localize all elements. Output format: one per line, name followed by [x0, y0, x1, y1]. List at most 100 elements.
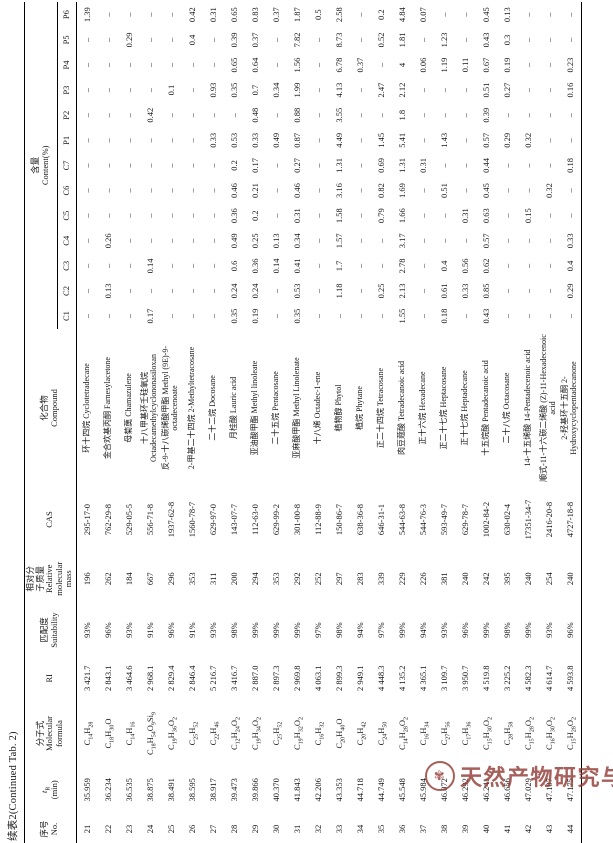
- cell-suitability: 93%: [123, 622, 134, 638]
- cell-content-value: –: [144, 138, 155, 143]
- cell-cas: 629-99-2: [270, 503, 281, 536]
- cell-compound: 月桂酸 Lauric acid: [224, 329, 245, 488]
- cell-content-value: –: [417, 288, 428, 294]
- cell-content-value: –: [123, 313, 134, 319]
- table-row: 33 43.353 C20H40O 2 899.3 98% 297 150-86…: [329, 2, 350, 843]
- cell-compound: 植物醇 Phytol: [329, 329, 350, 488]
- cell-mass: 667: [144, 572, 155, 586]
- cell-content-value: 0.25: [249, 233, 260, 249]
- cell-compound: 正十六烷 Hexadecane: [413, 329, 434, 488]
- compound-name-en: Phytane: [354, 386, 364, 412]
- compound-name-en: Heptadecane: [459, 370, 469, 412]
- cell-mass: 296: [165, 572, 176, 586]
- header-content-col: C1: [57, 303, 77, 329]
- cell-cas: 593-49-7: [438, 503, 449, 536]
- cell-content-value: 0.87: [291, 132, 302, 148]
- cell-no: 40: [480, 824, 491, 834]
- cell-content-value: –: [543, 113, 554, 118]
- cell-formula: C19H32O2: [291, 717, 305, 750]
- cell-content-value: 0.48: [249, 107, 260, 123]
- cell-ri: 4 614.7: [543, 665, 554, 692]
- cell-content-value: –: [102, 113, 113, 118]
- cell-content-value: 3.17: [396, 233, 407, 249]
- cell-content-value: –: [270, 37, 281, 43]
- cell-content-value: –: [501, 188, 512, 193]
- cell-suitability: 99%: [480, 622, 491, 638]
- cell-formula: C27H56: [438, 721, 452, 746]
- cell-content-value: –: [375, 238, 386, 243]
- cell-content-value: 0.29: [123, 32, 134, 48]
- cell-formula: C24H50: [375, 721, 389, 746]
- cell-content-value: –: [102, 263, 113, 268]
- cell-content-value: –: [81, 113, 92, 118]
- cell-mass: 294: [249, 572, 260, 586]
- cell-content-value: 0.44: [480, 158, 491, 173]
- cell-content-value: 0.46: [228, 183, 239, 198]
- cell-content-value: –: [522, 263, 533, 268]
- table-row: 38 46.072 C27H56 3 109.7 93% 381 593-49-…: [434, 2, 455, 843]
- cell-content-value: –: [522, 87, 533, 93]
- cell-no: 21: [81, 824, 92, 834]
- cell-content-value: –: [501, 263, 512, 268]
- compound-name-en: Octadec-1-ene: [312, 371, 322, 419]
- cell-content-value: –: [312, 188, 323, 193]
- compound-name-en: Pentadecanoic acid: [480, 360, 490, 422]
- cell-suitability: 91%: [144, 622, 155, 638]
- cell-content-value: –: [270, 188, 281, 193]
- cell-cas: 762-29-8: [102, 503, 113, 536]
- compound-name-en: Octacosane: [501, 372, 511, 410]
- table-row: 32 42.206 C16H32 4 063.1 97% 252 112-88-…: [308, 2, 329, 843]
- cell-no: 42: [522, 824, 533, 834]
- cell-content-value: –: [165, 163, 176, 168]
- cell-compound: 顺式-11-十六碳二烯酸 (Z)-11-Hexadecenoic acid: [539, 329, 560, 488]
- cell-content-value: –: [186, 87, 197, 93]
- cell-content-value: –: [375, 263, 386, 268]
- compound-name-cn: 二十八烷: [501, 411, 511, 444]
- cell-compound: 正二十四烷 Tetracosane: [371, 329, 392, 488]
- cell-content-value: –: [522, 113, 533, 118]
- cell-content-value: 1.31: [396, 158, 407, 173]
- cell-cas: 295-17-0: [81, 503, 92, 536]
- cell-content-value: 0.26: [102, 233, 113, 249]
- cell-content-value: –: [564, 113, 575, 118]
- cell-content-value: –: [543, 62, 554, 68]
- cell-mass: 311: [207, 572, 218, 586]
- cell-content-value: 0.39: [480, 107, 491, 123]
- cell-content-value: 0.33: [564, 233, 575, 249]
- cell-content-value: 0.21: [249, 183, 260, 198]
- cell-content-value: 5.41: [396, 132, 407, 148]
- cell-content-value: –: [81, 138, 92, 143]
- cell-cas: 529-05-5: [123, 503, 134, 536]
- cell-cas: 112-63-0: [249, 504, 260, 535]
- cell-formula: C19H34O2: [249, 717, 263, 750]
- cell-content-value: 0.83: [249, 7, 260, 23]
- cell-formula: C22H46: [207, 721, 221, 746]
- cell-content-value: –: [207, 62, 218, 68]
- cell-content-value: –: [186, 288, 197, 294]
- cell-content-value: 0.24: [249, 283, 260, 299]
- cell-content-value: 1.45: [375, 132, 386, 148]
- cell-content-value: –: [543, 238, 554, 243]
- cell-no: 22: [102, 824, 113, 834]
- cell-content-value: –: [81, 163, 92, 168]
- compound-name-cn: 植烷: [354, 413, 364, 430]
- cell-content-value: 0.63: [480, 208, 491, 224]
- cell-cas: 629-97-0: [207, 503, 218, 536]
- cell-content-value: 0.27: [501, 82, 512, 98]
- cell-cas: 1560-78-7: [186, 501, 197, 538]
- cell-content-value: –: [102, 62, 113, 68]
- cell-content-value: 0.14: [270, 258, 281, 274]
- cell-content-value: 0.49: [228, 233, 239, 249]
- cell-content-value: 0.4: [438, 260, 449, 272]
- cell-content-value: 2.12: [396, 82, 407, 98]
- cell-mass: 292: [291, 572, 302, 586]
- cell-content-value: –: [354, 138, 365, 143]
- cell-mass: 339: [375, 572, 386, 586]
- cell-content-value: –: [165, 213, 176, 218]
- cell-content-value: –: [207, 213, 218, 218]
- header-compound: 化合物 Compound: [24, 328, 77, 488]
- cell-ri: 4 448.3: [375, 665, 386, 692]
- watermark: ✾ 天然产物研究与开发: [425, 760, 613, 792]
- cell-ri: 3 464.6: [123, 665, 134, 692]
- cell-content-value: –: [543, 138, 554, 143]
